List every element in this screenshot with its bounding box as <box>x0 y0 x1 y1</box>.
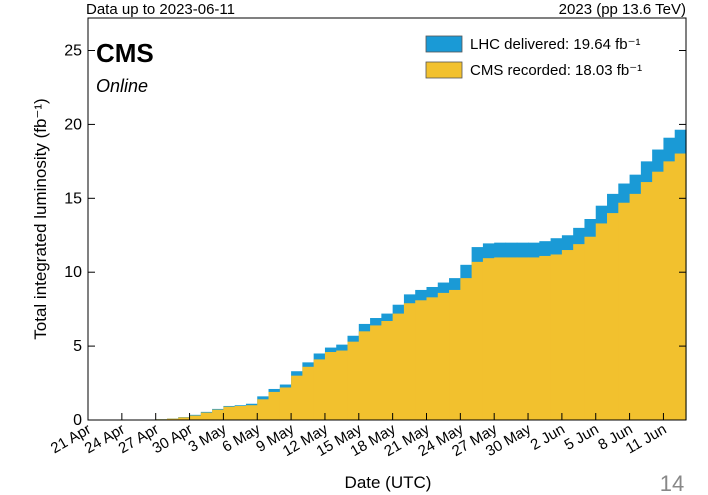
step-bar <box>494 257 507 420</box>
step-bar <box>347 341 360 420</box>
x-tick-label: 5 Jun <box>561 421 601 454</box>
step-bar <box>212 409 224 420</box>
step-bar <box>245 405 258 420</box>
x-tick-label: 2 Jun <box>528 421 568 454</box>
step-bar <box>415 300 428 420</box>
step-bar <box>607 213 619 420</box>
step-bar <box>257 399 270 420</box>
y-tick-label: 0 <box>73 412 82 429</box>
step-bar <box>449 289 461 420</box>
step-bar <box>437 292 450 420</box>
legend-label: LHC delivered: 19.64 fb⁻¹ <box>470 36 641 53</box>
experiment-label: CMS <box>96 38 154 68</box>
step-bar <box>178 417 191 420</box>
step-bar <box>618 202 631 420</box>
step-bar <box>482 258 495 420</box>
step-bar <box>505 257 518 420</box>
y-axis-label: Total integrated luminosity (fb⁻¹) <box>31 98 50 339</box>
step-bar <box>516 257 529 420</box>
step-bar <box>324 352 337 420</box>
legend-swatch <box>425 61 463 79</box>
step-bar <box>166 418 179 420</box>
top-right-note: 2023 (pp 13.6 TeV) <box>559 1 686 18</box>
step-bar <box>426 297 439 420</box>
step-bar <box>460 278 473 420</box>
plot-frame <box>87 17 687 421</box>
step-bar <box>279 387 292 420</box>
x-axis-label: Date (UTC) <box>345 473 432 492</box>
step-bar <box>584 236 597 420</box>
step-bar <box>302 366 315 420</box>
step-bar <box>652 171 665 420</box>
step-bar <box>189 415 202 420</box>
status-label: Online <box>96 76 148 96</box>
step-bar <box>291 375 303 420</box>
step-bar <box>528 257 540 420</box>
step-bar <box>336 350 349 420</box>
step-bar <box>381 320 394 420</box>
step-bar <box>200 412 213 420</box>
step-bar <box>663 161 676 420</box>
step-bar <box>573 244 586 420</box>
step-bar <box>640 182 653 420</box>
step-bar <box>595 223 608 420</box>
step-bar <box>234 405 247 420</box>
step-bar <box>313 359 326 420</box>
step-bar <box>370 325 382 420</box>
legend-label: CMS recorded: 18.03 fb⁻¹ <box>470 62 642 79</box>
step-bar <box>539 255 552 420</box>
y-tick-label: 15 <box>64 190 82 207</box>
step-bar <box>392 313 405 420</box>
step-bar <box>471 261 484 420</box>
top-left-note: Data up to 2023-06-11 <box>86 1 235 18</box>
step-bar <box>561 250 574 420</box>
step-bar <box>550 254 563 420</box>
step-bar <box>403 303 416 420</box>
y-tick-label: 20 <box>64 116 82 133</box>
step-bar <box>629 193 642 420</box>
step-bar <box>674 153 687 420</box>
legend-swatch <box>425 35 463 53</box>
y-tick-label: 5 <box>73 338 82 355</box>
slide-number: 14 <box>660 471 684 495</box>
step-bar <box>358 331 371 420</box>
y-tick-label: 10 <box>64 264 82 281</box>
step-bar <box>223 406 236 420</box>
y-tick-label: 25 <box>64 43 82 60</box>
step-bar <box>268 391 281 420</box>
